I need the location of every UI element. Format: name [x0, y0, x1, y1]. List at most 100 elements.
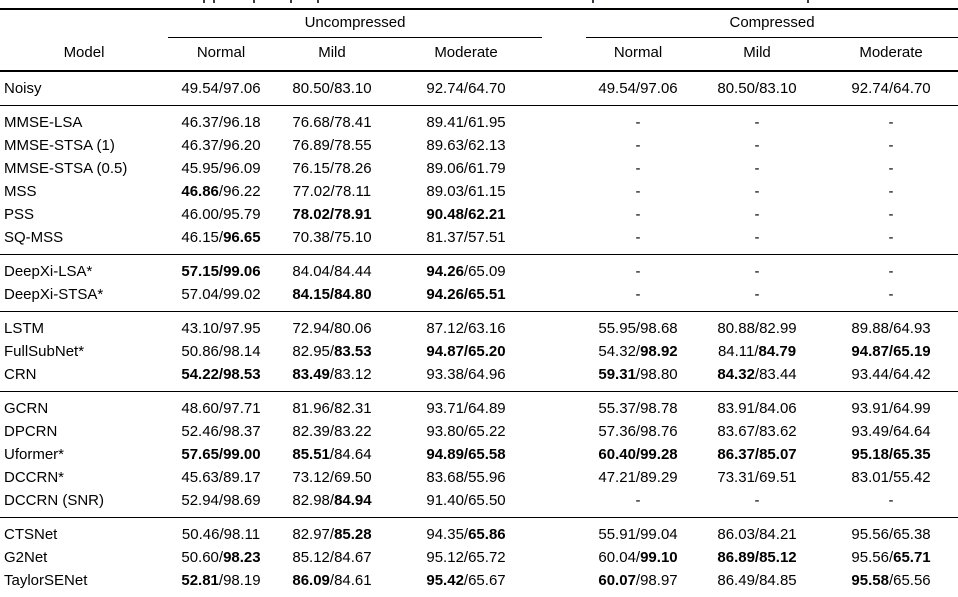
- table-row: GCRN 48.60/97.71 81.96/82.31 93.71/64.89 55.…: [0, 392, 958, 421]
- caption-fragment-mark: [253, 0, 255, 3]
- model-name-cell: DeepXi-LSA*: [4, 263, 93, 280]
- table-group: GCRN 48.60/97.71 81.96/82.31 93.71/64.89 55.…: [0, 391, 958, 518]
- colgroup-header-uncompressed: Uncompressed: [168, 9, 543, 38]
- metric-cell: 93.38/64.96: [426, 366, 506, 383]
- metric-cell: 81.96/82.31: [292, 400, 372, 417]
- metric-cell: -: [635, 114, 641, 131]
- group-gap-cell: [542, 157, 586, 180]
- metric-cell: 57.36/98.76: [598, 423, 678, 440]
- group-gap-cell: [542, 420, 586, 443]
- group-gap-cell: [542, 443, 586, 466]
- metric-cell: 46.37/96.20: [181, 137, 261, 154]
- metric-cell: -: [888, 137, 894, 154]
- table-group: CTSNet 50.46/98.11 82.97/85.28 94.35/65.86 5…: [0, 517, 958, 597]
- metric-cell: 82.39/83.22: [292, 423, 372, 440]
- metric-cell: 50.60/98.23: [181, 549, 261, 566]
- metric-cell: 49.54/97.06: [181, 80, 261, 97]
- metric-cell: 84.04/84.44: [292, 263, 372, 280]
- metric-cell: 94.26/65.51: [426, 286, 506, 303]
- column-header-compressed-normal: Normal: [613, 44, 663, 61]
- metric-cell: 55.95/98.68: [598, 320, 678, 337]
- metric-cell: -: [888, 286, 894, 303]
- metric-cell: 50.46/98.11: [181, 526, 261, 543]
- metric-cell: 83.91/84.06: [717, 400, 797, 417]
- metric-cell: 84.11/84.79: [717, 343, 797, 360]
- metric-cell: 94.89/65.58: [426, 446, 506, 463]
- group-gap-cell: [542, 466, 586, 489]
- table-row: DeepXi-STSA* 57.04/99.02 84.15/84.80 94.26/…: [0, 283, 958, 312]
- metric-cell: -: [635, 492, 641, 509]
- table-row: DPCRN 52.46/98.37 82.39/83.22 93.80/65.22 57…: [0, 420, 958, 443]
- metric-cell: 94.26/65.09: [426, 263, 506, 280]
- metric-cell: 80.88/82.99: [717, 320, 797, 337]
- metric-cell: -: [888, 114, 894, 131]
- metric-cell: -: [754, 206, 760, 223]
- table-row: PSS 46.00/95.79 78.02/78.91 90.48/62.21 - - -: [0, 203, 958, 226]
- metric-cell: -: [888, 263, 894, 280]
- table-row: DCCRN (SNR) 52.94/98.69 82.98/84.94 91.40/6…: [0, 489, 958, 518]
- table-group: DeepXi-LSA* 57.15/99.06 84.04/84.44 94.26/6…: [0, 254, 958, 312]
- column-header-model: Model: [63, 44, 105, 61]
- group-gap-cell: [542, 226, 586, 255]
- metric-cell: 76.89/78.55: [292, 137, 372, 154]
- table-row: Noisy 49.54/97.06 80.50/83.10 92.74/64.70 49…: [0, 71, 958, 106]
- metric-cell: 89.03/61.15: [426, 183, 506, 200]
- metric-cell: 84.15/84.80: [292, 286, 372, 303]
- metric-cell: 86.89/85.12: [717, 549, 797, 566]
- metric-cell: -: [888, 229, 894, 246]
- model-name-cell: Noisy: [4, 80, 42, 97]
- metric-cell: 83.68/55.96: [426, 469, 506, 486]
- metric-cell: 46.15/96.65: [181, 229, 261, 246]
- metric-cell: -: [635, 183, 641, 200]
- metric-cell: 95.56/65.71: [851, 549, 931, 566]
- metric-cell: 89.41/61.95: [426, 114, 506, 131]
- metric-cell: 52.81/98.19: [181, 572, 261, 589]
- group-gap-cell: [542, 392, 586, 421]
- metric-cell: 83.49/83.12: [292, 366, 372, 383]
- metric-cell: 48.60/97.71: [181, 400, 261, 417]
- metric-cell: 84.32/83.44: [717, 366, 797, 383]
- metric-cell: 83.01/55.42: [851, 469, 931, 486]
- column-header-row: Model Normal Mild Moderate Normal Mild M…: [0, 38, 958, 72]
- metric-cell: 86.49/84.85: [717, 572, 797, 589]
- table-row: MMSE-LSA 46.37/96.18 76.68/78.41 89.41/61.9…: [0, 106, 958, 135]
- table-row: SQ-MSS 46.15/96.65 70.38/75.10 81.37/57.51 -…: [0, 226, 958, 255]
- metric-cell: 46.86/96.22: [181, 183, 261, 200]
- model-name-cell: PSS: [4, 206, 35, 223]
- metric-cell: 46.00/95.79: [181, 206, 261, 223]
- metric-cell: 95.56/65.38: [851, 526, 931, 543]
- metric-cell: 43.10/97.95: [181, 320, 261, 337]
- metric-cell: 78.02/78.91: [292, 206, 372, 223]
- metric-cell: 83.67/83.62: [717, 423, 797, 440]
- metric-cell: 95.18/65.35: [851, 446, 931, 463]
- metric-cell: -: [635, 206, 641, 223]
- metric-cell: 95.12/65.72: [426, 549, 506, 566]
- metric-cell: -: [754, 286, 760, 303]
- metric-cell: -: [635, 137, 641, 154]
- caption-remnant: [0, 0, 958, 5]
- caption-fragment-mark: [290, 0, 292, 3]
- metric-cell: 93.71/64.89: [426, 400, 506, 417]
- group-gap-cell: [542, 312, 586, 341]
- model-name-cell: DCCRN (SNR): [4, 492, 104, 509]
- model-name-cell: CTSNet: [4, 526, 58, 543]
- metric-cell: 95.42/65.67: [426, 572, 506, 589]
- metric-cell: 89.06/61.79: [426, 160, 506, 177]
- model-name-cell: MMSE-LSA: [4, 114, 83, 131]
- metric-cell: 54.32/98.92: [598, 343, 678, 360]
- model-name-cell: Uformer*: [4, 446, 65, 463]
- metric-cell: -: [888, 206, 894, 223]
- metric-cell: 59.31/98.80: [598, 366, 678, 383]
- table-row: Uformer* 57.65/99.00 85.51/84.64 94.89/65.5…: [0, 443, 958, 466]
- metric-cell: -: [754, 229, 760, 246]
- metric-cell: 50.86/98.14: [181, 343, 261, 360]
- model-name-cell: FullSubNet*: [4, 343, 85, 360]
- model-name-cell: CRN: [4, 366, 37, 383]
- metric-cell: 93.91/64.99: [851, 400, 931, 417]
- group-gap-cell: [542, 71, 586, 106]
- metric-cell: 89.88/64.93: [851, 320, 931, 337]
- metric-cell: 93.49/64.64: [851, 423, 931, 440]
- table-header: Uncompressed Compressed Model Normal Mil…: [0, 9, 958, 71]
- model-name-cell: TaylorSENet: [4, 572, 88, 589]
- metric-cell: -: [754, 160, 760, 177]
